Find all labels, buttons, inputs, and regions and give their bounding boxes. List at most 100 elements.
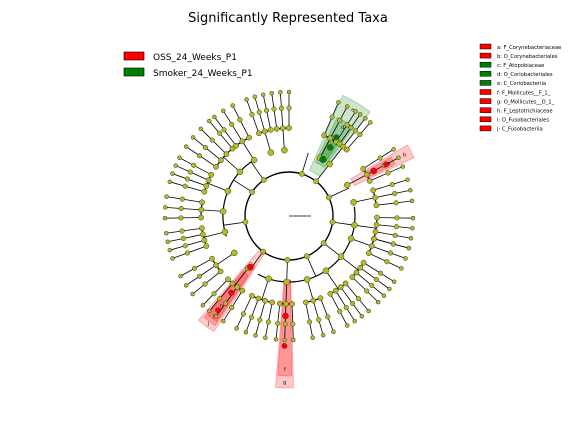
node-i	[228, 289, 235, 296]
class-node-18	[250, 156, 258, 164]
family-node-3-1	[377, 155, 383, 161]
order-branch-14-3	[183, 233, 204, 239]
genus-node-4-1	[405, 177, 410, 182]
taxa-legend-swatch-e	[479, 80, 492, 86]
order-node-10-1	[289, 301, 295, 307]
genus-node-9-3	[310, 335, 315, 340]
genus-node-4-3	[409, 198, 415, 204]
genus-node-17-4	[207, 118, 212, 124]
family-node-11-3	[248, 314, 255, 320]
genus-branch-2-2	[355, 118, 366, 132]
order-node-11-4	[248, 292, 255, 299]
genus-node-4-2	[408, 187, 413, 193]
genus-branch-12-3	[208, 298, 220, 312]
phylum-node-11	[260, 177, 267, 183]
class-node-17	[236, 168, 244, 176]
genus-branch-6-2	[390, 252, 406, 259]
order-node-19-3	[267, 127, 274, 133]
family-node-15-3	[179, 196, 185, 202]
clade-letter-d: d	[341, 125, 345, 131]
order-node-2-3	[343, 146, 350, 153]
phylum-node-7	[284, 257, 291, 263]
genus-branch-7-2	[376, 279, 390, 290]
genus-node-11-2	[253, 333, 258, 338]
family-node-7-3	[369, 282, 375, 288]
genus-node-19-1	[244, 97, 249, 102]
phylum-node-10	[249, 189, 255, 195]
order-branch-8-3	[335, 290, 347, 308]
genus-branch-18-2	[222, 110, 233, 125]
order-node-15-1	[198, 214, 204, 221]
order-node-7-3	[353, 269, 360, 276]
node-h	[215, 307, 221, 314]
genus-node-9-1	[331, 329, 336, 335]
order-branch-6-2	[371, 245, 391, 254]
genus-node-8-3	[352, 318, 357, 324]
clade-letter-f: f	[284, 367, 287, 373]
genus-node-6-2	[403, 256, 408, 261]
genus-branch-4-3	[396, 200, 413, 204]
order-branch-4-3	[376, 202, 397, 206]
genus-branch-2-3	[359, 122, 371, 135]
genus-node-20-2	[278, 90, 283, 95]
order-branch-14-2	[185, 239, 205, 247]
family-node-11-4	[240, 311, 246, 317]
family-node-7-2	[373, 276, 379, 283]
order-node-13-2	[213, 262, 219, 269]
genus-branch-14-1	[172, 252, 188, 259]
genus-node-8-4	[344, 323, 350, 328]
genus-branch-14-2	[169, 245, 186, 251]
class-branch-7	[340, 256, 359, 271]
order-node-4-3	[373, 202, 380, 209]
order-node-17-3	[223, 151, 230, 157]
order-branch-2-2	[342, 130, 356, 147]
node-d	[326, 144, 334, 151]
family-node-18-1	[221, 127, 227, 133]
clade-letter-j: j	[207, 321, 210, 327]
order-node-16-1	[201, 188, 208, 195]
family-node-5-3	[392, 232, 398, 238]
genus-node-15-2	[163, 205, 168, 210]
genus-branch-7-4	[366, 290, 379, 303]
genus-node-13-1	[190, 291, 195, 297]
order-node-7-4	[349, 274, 356, 280]
taxa-legend-label-c: c: F_Atopobiaceae	[497, 63, 544, 69]
genus-node-1-1	[336, 100, 341, 105]
genus-node-14-4	[163, 231, 169, 236]
order-branch-1-1	[323, 116, 333, 136]
class-branch-16	[207, 182, 228, 192]
family-node-16-2	[184, 176, 191, 182]
family-node-2-2	[352, 128, 359, 134]
genus-branch-5-3	[395, 234, 412, 239]
order-branch-16-2	[187, 178, 207, 187]
genus-node-18-3	[230, 103, 235, 108]
genus-node-11-4	[234, 326, 239, 331]
genus-node-20-1	[269, 90, 274, 96]
genus-branch-15-3	[166, 196, 183, 200]
genus-node-11-1	[263, 335, 268, 340]
order-node-11-1	[269, 299, 276, 306]
family-node-12-1	[229, 305, 235, 311]
order-branch-13-2	[199, 264, 217, 277]
class-node-2	[326, 160, 333, 168]
genus-node-12-4	[200, 302, 206, 308]
phylum-node-8	[260, 248, 266, 255]
order-node-6-1	[371, 235, 377, 242]
genus-branch-7-1	[380, 272, 395, 283]
genus-node-16-4	[177, 155, 182, 161]
genus-node-18-2	[221, 108, 226, 114]
class-branch-9	[306, 279, 314, 301]
order-node-1-2	[327, 135, 334, 142]
family-node-6-2	[387, 250, 394, 256]
genus-node-1-3	[353, 109, 358, 114]
order-node-16-3	[205, 177, 212, 184]
genus-branch-4-2	[394, 189, 411, 194]
phylum-node-3	[326, 194, 332, 201]
genus-node-2-2	[363, 116, 368, 121]
genus-branch-11-2	[255, 319, 261, 336]
genus-node-15-3	[164, 194, 169, 199]
class-branch-13	[215, 252, 235, 266]
group-legend-swatch-oss	[123, 51, 145, 61]
taxa-legend-label-b: b: O_Corynebacteriales	[497, 54, 558, 60]
order-node-5-1	[374, 214, 380, 221]
